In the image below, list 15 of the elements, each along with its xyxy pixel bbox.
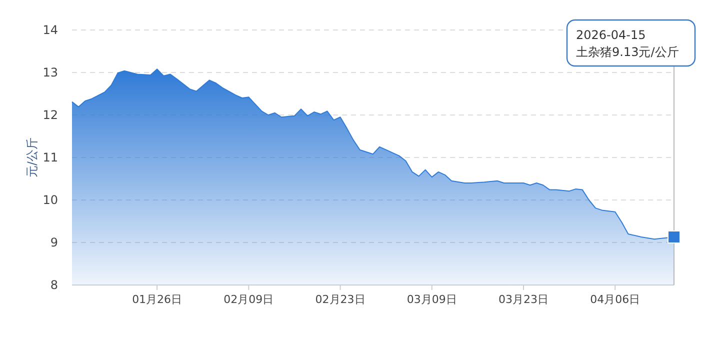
annotation: 2026-04-15 土杂猪9.13元/公斤 (576, 28, 679, 59)
y-tick-label: 9 (50, 236, 58, 250)
y-tick-label: 11 (42, 150, 58, 164)
y-tick-label: 8 (50, 278, 58, 292)
x-tick-label: 02月09日 (224, 293, 274, 306)
x-tick-label: 03月09日 (406, 293, 457, 306)
y-axis-title: 元/公斤 (25, 137, 39, 178)
x-tick-label: 02月23日 (315, 293, 366, 306)
y-tick-label: 13 (42, 66, 58, 80)
y-tick-label: 12 (42, 108, 58, 122)
x-tick-label: 01月26日 (132, 293, 182, 306)
y-tick-label: 14 (42, 23, 58, 37)
y-tick-label: 10 (42, 193, 58, 207)
x-tick-label: 03月23日 (498, 293, 548, 306)
x-tick-label: 04月06日 (590, 293, 640, 306)
